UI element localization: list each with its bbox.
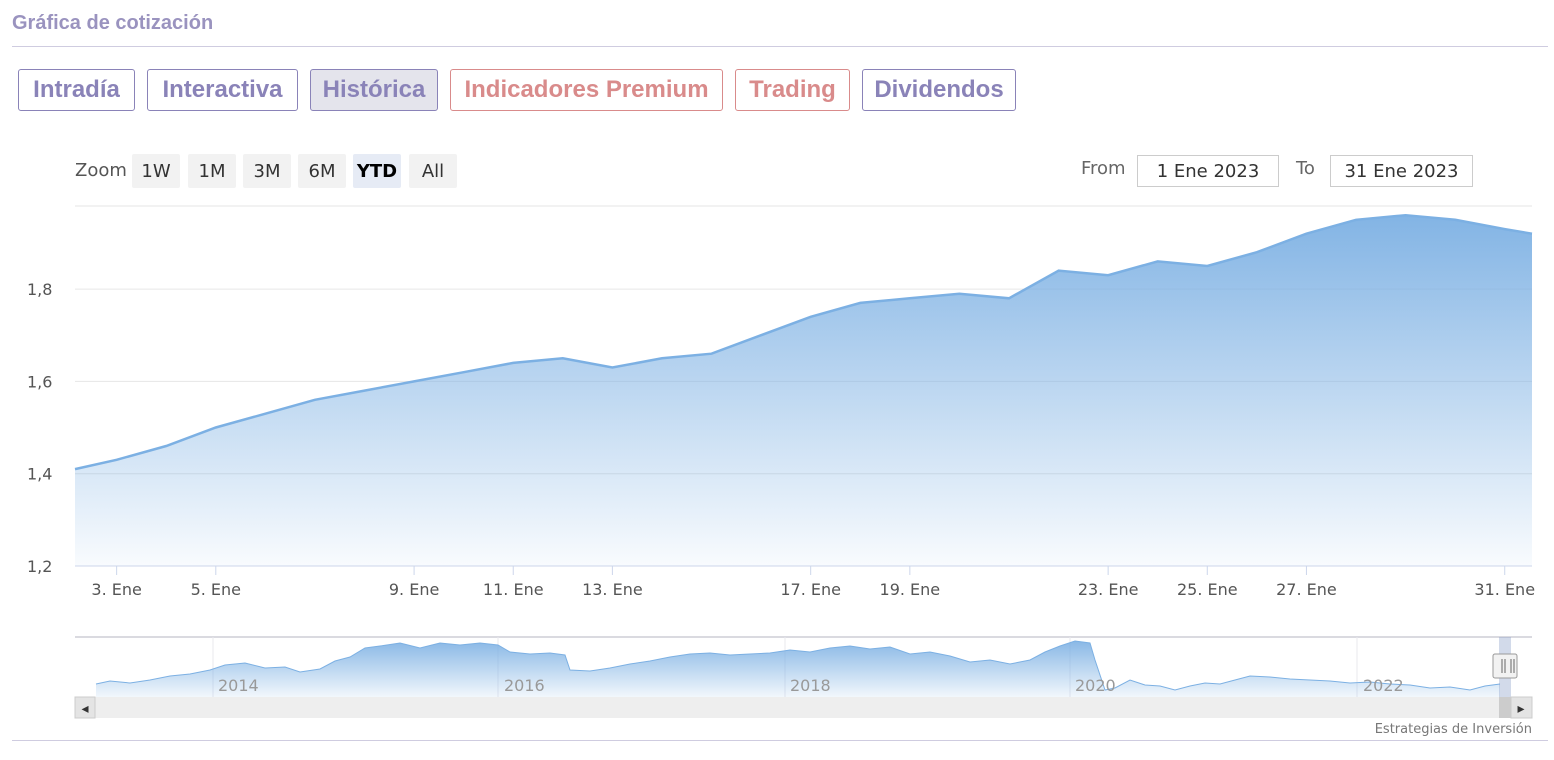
tab-indicadores-premium[interactable]: Indicadores Premium <box>450 69 723 111</box>
x-tick-label: 25. Ene <box>1177 580 1238 599</box>
scroll-right-icon: ▸ <box>1517 701 1524 717</box>
zoom-6m-button[interactable]: 6M <box>298 154 346 188</box>
y-tick-label: 1,6 <box>27 372 52 391</box>
x-tick-label: 9. Ene <box>389 580 439 599</box>
navigator-year-label: 2018 <box>790 676 831 695</box>
navigator-year-label: 2020 <box>1075 676 1116 695</box>
range-to-label: To <box>1296 158 1315 179</box>
navigator-handle[interactable] <box>1492 653 1518 679</box>
scrollbar-thumb[interactable] <box>1499 697 1511 718</box>
x-tick-label: 27. Ene <box>1276 580 1337 599</box>
x-tick-label: 17. Ene <box>780 580 841 599</box>
x-tick-label: 23. Ene <box>1078 580 1139 599</box>
navigator-year-label: 2022 <box>1363 676 1404 695</box>
range-from-label: From <box>1081 158 1126 179</box>
y-tick-label: 1,4 <box>27 465 52 484</box>
tab-intradia[interactable]: Intradía <box>18 69 135 111</box>
navigator-series-area <box>96 641 1500 697</box>
tab-historica[interactable]: Histórica <box>310 69 438 111</box>
navigator-year-label: 2016 <box>504 676 545 695</box>
zoom-all-button[interactable]: All <box>409 154 457 188</box>
x-tick-label: 5. Ene <box>191 580 241 599</box>
chart-grid <box>75 205 1532 475</box>
x-tick-label: 13. Ene <box>582 580 643 599</box>
navigator[interactable]: 2014 2016 2018 2020 2022 ◂ ▸ <box>74 636 1533 719</box>
tab-interactiva[interactable]: Interactiva <box>147 69 298 111</box>
zoom-1w-button[interactable]: 1W <box>132 154 180 188</box>
zoom-3m-button[interactable]: 3M <box>243 154 291 188</box>
navigator-selection-mask[interactable] <box>1499 637 1511 697</box>
chart-credit: Estrategias de Inversión <box>1375 722 1532 737</box>
x-tick-label: 19. Ene <box>880 580 941 599</box>
y-tick-label: 1,2 <box>27 557 52 576</box>
page-title: Gráfica de cotización <box>12 12 214 34</box>
range-from-input[interactable]: 1 Ene 2023 <box>1137 155 1279 187</box>
zoom-label: Zoom <box>75 160 127 181</box>
footer-divider <box>12 740 1548 741</box>
header-divider <box>12 46 1548 47</box>
scroll-right-button[interactable] <box>1510 696 1533 719</box>
scroll-left-button[interactable] <box>74 696 96 719</box>
zoom-ytd-button[interactable]: YTD <box>353 154 401 188</box>
tab-trading[interactable]: Trading <box>735 69 850 111</box>
tab-dividendos[interactable]: Dividendos <box>862 69 1016 111</box>
navigator-series-line <box>95 640 1501 691</box>
navigator-year-label: 2014 <box>218 676 259 695</box>
range-to-input[interactable]: 31 Ene 2023 <box>1330 155 1473 187</box>
series-line <box>74 213 1533 471</box>
series-area <box>75 215 1532 566</box>
y-tick-label: 1,8 <box>27 280 52 299</box>
x-tick-label: 31. Ene <box>1474 580 1535 599</box>
x-tick-label: 3. Ene <box>91 580 141 599</box>
scroll-left-icon: ◂ <box>81 701 88 717</box>
chart-series <box>74 213 1533 566</box>
x-tick-label: 11. Ene <box>483 580 544 599</box>
zoom-1m-button[interactable]: 1M <box>188 154 236 188</box>
chart-axes: 1,2 1,4 1,6 1,8 3. Ene 5. Ene 9. Ene 11. Ene 13.… <box>27 280 1535 599</box>
scrollbar-track[interactable] <box>75 697 1532 718</box>
